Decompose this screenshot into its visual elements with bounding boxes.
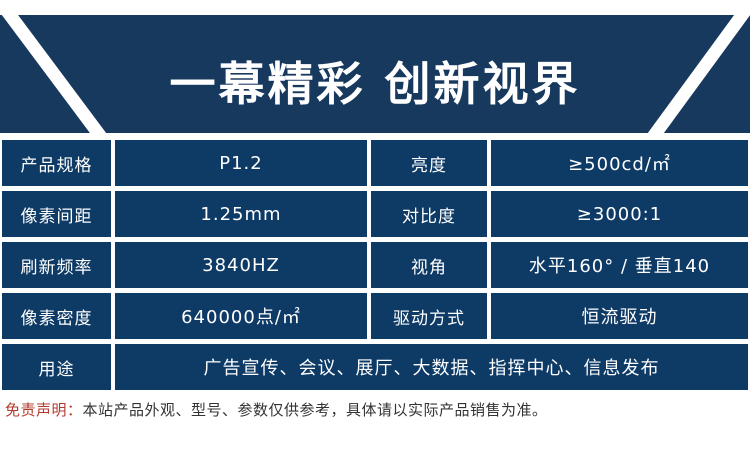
spec-value-brightness: ≥500cd/㎡	[491, 140, 748, 186]
spec-label-pixel-density: 像素密度	[2, 293, 111, 339]
spec-value-refresh-rate: 3840HZ	[115, 242, 367, 288]
spec-label-refresh-rate: 刷新频率	[2, 242, 111, 288]
spec-value-viewing-angle: 水平160° / 垂直140	[491, 242, 748, 288]
diagonal-stripes-decoration	[1, 15, 750, 133]
disclaimer: 免责声明：本站产品外观、型号、参数仅供参考，具体请以实际产品销售为准。	[5, 399, 745, 420]
spec-value-drive-method: 恒流驱动	[491, 293, 748, 339]
spec-label-viewing-angle: 视角	[371, 242, 487, 288]
banner: 一幕精彩 创新视界	[0, 15, 750, 133]
spec-label-drive-method: 驱动方式	[371, 293, 487, 339]
spec-label-pixel-pitch: 像素间距	[2, 191, 111, 237]
spec-value-usage: 广告宣传、会议、展厅、大数据、指挥中心、信息发布	[115, 344, 748, 390]
spec-table: 产品规格 P1.2 亮度 ≥500cd/㎡ 像素间距 1.25mm 对比度 ≥3…	[2, 140, 748, 390]
spec-value-contrast: ≥3000:1	[491, 191, 748, 237]
spec-value-product-model: P1.2	[115, 140, 367, 186]
spec-label-contrast: 对比度	[371, 191, 487, 237]
spec-value-pixel-density: 640000点/㎡	[115, 293, 367, 339]
disclaimer-prefix: 免责声明：	[5, 401, 83, 419]
spec-value-pixel-pitch: 1.25mm	[115, 191, 367, 237]
left-diagonal-stripe	[1, 15, 107, 133]
page-title: 一幕精彩 创新视界	[169, 57, 581, 111]
right-diagonal-stripe	[647, 15, 750, 133]
spec-label-usage: 用途	[2, 344, 111, 390]
disclaimer-text: 本站产品外观、型号、参数仅供参考，具体请以实际产品销售为准。	[82, 401, 548, 419]
spec-label-product-model: 产品规格	[2, 140, 111, 186]
spec-label-brightness: 亮度	[371, 140, 487, 186]
